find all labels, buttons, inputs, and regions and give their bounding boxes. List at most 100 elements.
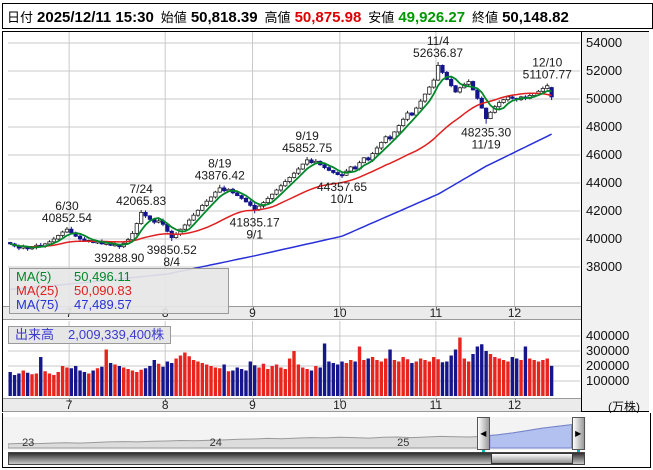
- ma5-label: MA(5): [16, 269, 52, 284]
- quote-date-value: 2025/12/11 15:30: [37, 8, 154, 26]
- month-tick: [252, 307, 254, 310]
- month-label: 10: [333, 306, 347, 320]
- chart-annotation: 12/10: [532, 55, 562, 69]
- chart-annotation: 39288.90: [94, 251, 144, 265]
- quote-low-value: 49,926.27: [398, 8, 466, 26]
- chart-annotation: 52636.87: [413, 46, 463, 60]
- chart-annotation: 43876.42: [195, 169, 245, 183]
- chart-annotation: 44357.65: [317, 180, 367, 194]
- quote-open: 始値 50,818.39: [161, 7, 258, 26]
- range-right-marker: [576, 450, 580, 453]
- price-axis-label: 38000: [586, 259, 623, 274]
- month-label: 11: [429, 306, 443, 320]
- quote-close-label: 終値: [472, 9, 499, 25]
- quote-low: 安値 49,926.27: [368, 7, 465, 26]
- quote-high-label: 高値: [264, 9, 291, 25]
- chart-annotation: 6/30: [55, 199, 79, 213]
- range-left-handle[interactable]: ◀: [476, 417, 490, 450]
- chart-annotation: 9/1: [246, 227, 263, 241]
- ma25-label: MA(25): [16, 283, 59, 298]
- chart-annotation: 8/19: [208, 157, 232, 171]
- month-tick: [435, 307, 437, 310]
- volume-total: 2,009,339,400株: [68, 327, 165, 342]
- volume-x-axis: 7 8 9 10 11 12: [3, 398, 581, 412]
- year-label-24: 24: [209, 437, 222, 449]
- volume-axis-label: 100000: [586, 373, 630, 388]
- chart-annotation: 11/4: [427, 34, 450, 48]
- year-label-23: 23: [22, 437, 35, 449]
- month-tick: [514, 307, 516, 310]
- month-tick: [165, 399, 167, 402]
- quote-date: 日付 2025/12/11 15:30: [7, 7, 154, 26]
- quote-open-value: 50,818.39: [190, 8, 258, 26]
- quote-close: 終値 50,148.82: [472, 7, 569, 26]
- quote-header: 日付 2025/12/11 15:30 始値 50,818.39 高値 50,8…: [2, 3, 653, 29]
- month-tick: [252, 399, 254, 402]
- range-right-handle[interactable]: ▶: [571, 417, 585, 450]
- quote-high-value: 50,875.98: [294, 8, 362, 26]
- price-axis-label: 54000: [586, 35, 623, 50]
- ma25-row: MA(25) 50,090.83: [10, 284, 228, 298]
- ma75-label: MA(75): [16, 297, 59, 312]
- quote-low-label: 安値: [368, 9, 395, 25]
- month-label: 12: [507, 398, 522, 412]
- month-label: 10: [333, 398, 347, 412]
- chart-annotation: 41835.17: [230, 215, 280, 229]
- chart-annotation: 11/19: [472, 138, 501, 152]
- month-label: 9: [249, 398, 256, 412]
- chart-annotation: 48235.30: [461, 126, 511, 140]
- volume-axis-label: 200000: [586, 358, 630, 373]
- chart-annotation: 39850.52: [147, 243, 197, 257]
- month-label: 7: [65, 398, 73, 412]
- month-tick: [435, 399, 437, 402]
- scrollbar[interactable]: [8, 452, 585, 465]
- volume-axis-label: 300000: [586, 343, 630, 358]
- chart-annotation: 51107.77: [523, 67, 572, 81]
- chart-annotation: 45852.75: [282, 141, 332, 155]
- month-tick: [339, 307, 341, 310]
- price-axis: 54000 52000 50000 48000 46000 44000 42000 40000…: [581, 32, 649, 414]
- ma5-row: MA(5) 50,496.11: [10, 270, 228, 284]
- chart-annotation: 7/24: [129, 182, 153, 196]
- chart-annotation: 10/1: [330, 192, 354, 206]
- quote-open-label: 始値: [160, 9, 187, 25]
- month-label: 12: [507, 306, 522, 320]
- left-arrow-icon: ◀: [480, 429, 487, 438]
- chart-annotation: 9/19: [295, 129, 319, 143]
- volume-label: 出来高: [15, 327, 55, 342]
- volume-label-box: 出来高 2,009,339,400株: [8, 326, 172, 344]
- quote-high: 高値 50,875.98: [265, 7, 362, 26]
- chart-annotation: 42065.83: [116, 194, 166, 208]
- price-axis-label: 50000: [586, 91, 623, 106]
- range-left-marker: [481, 450, 485, 453]
- month-label: 9: [249, 306, 256, 320]
- chart-annotation: 8/4: [163, 255, 180, 269]
- ma25-value: 50,090.83: [74, 283, 132, 298]
- price-axis-label: 48000: [586, 119, 623, 134]
- year-label-25: 25: [397, 437, 410, 449]
- quote-date-label: 日付: [7, 9, 34, 25]
- price-axis-label: 46000: [586, 147, 623, 162]
- month-label: 8: [161, 398, 169, 412]
- ma75-value: 47,489.57: [74, 297, 132, 312]
- chart-window: 6/30 40852.54 39288.90 7/24 42065.83 39850.52…: [2, 31, 649, 414]
- ma5-value: 50,496.11: [74, 269, 131, 284]
- month-tick: [69, 399, 71, 402]
- volume-unit-label: (万株): [608, 400, 640, 414]
- volume-chart: [8, 321, 580, 397]
- volume-axis-label: 400000: [586, 328, 630, 343]
- price-axis-label: 52000: [586, 63, 623, 78]
- quote-close-value: 50,148.82: [502, 8, 569, 26]
- overview-chart: [8, 423, 585, 449]
- price-axis-label: 40000: [586, 231, 623, 246]
- ma-legend: MA(5) 50,496.11 MA(25) 50,090.83 MA(75) …: [9, 268, 229, 314]
- ma75-row: MA(75) 47,489.57: [10, 298, 228, 312]
- chart-annotation: 40852.54: [42, 211, 92, 225]
- scrollbar-thumb[interactable]: [490, 453, 573, 464]
- month-tick: [339, 399, 341, 402]
- month-label: 11: [429, 398, 443, 412]
- price-axis-label: 42000: [586, 203, 623, 218]
- right-arrow-icon: ▶: [575, 429, 582, 438]
